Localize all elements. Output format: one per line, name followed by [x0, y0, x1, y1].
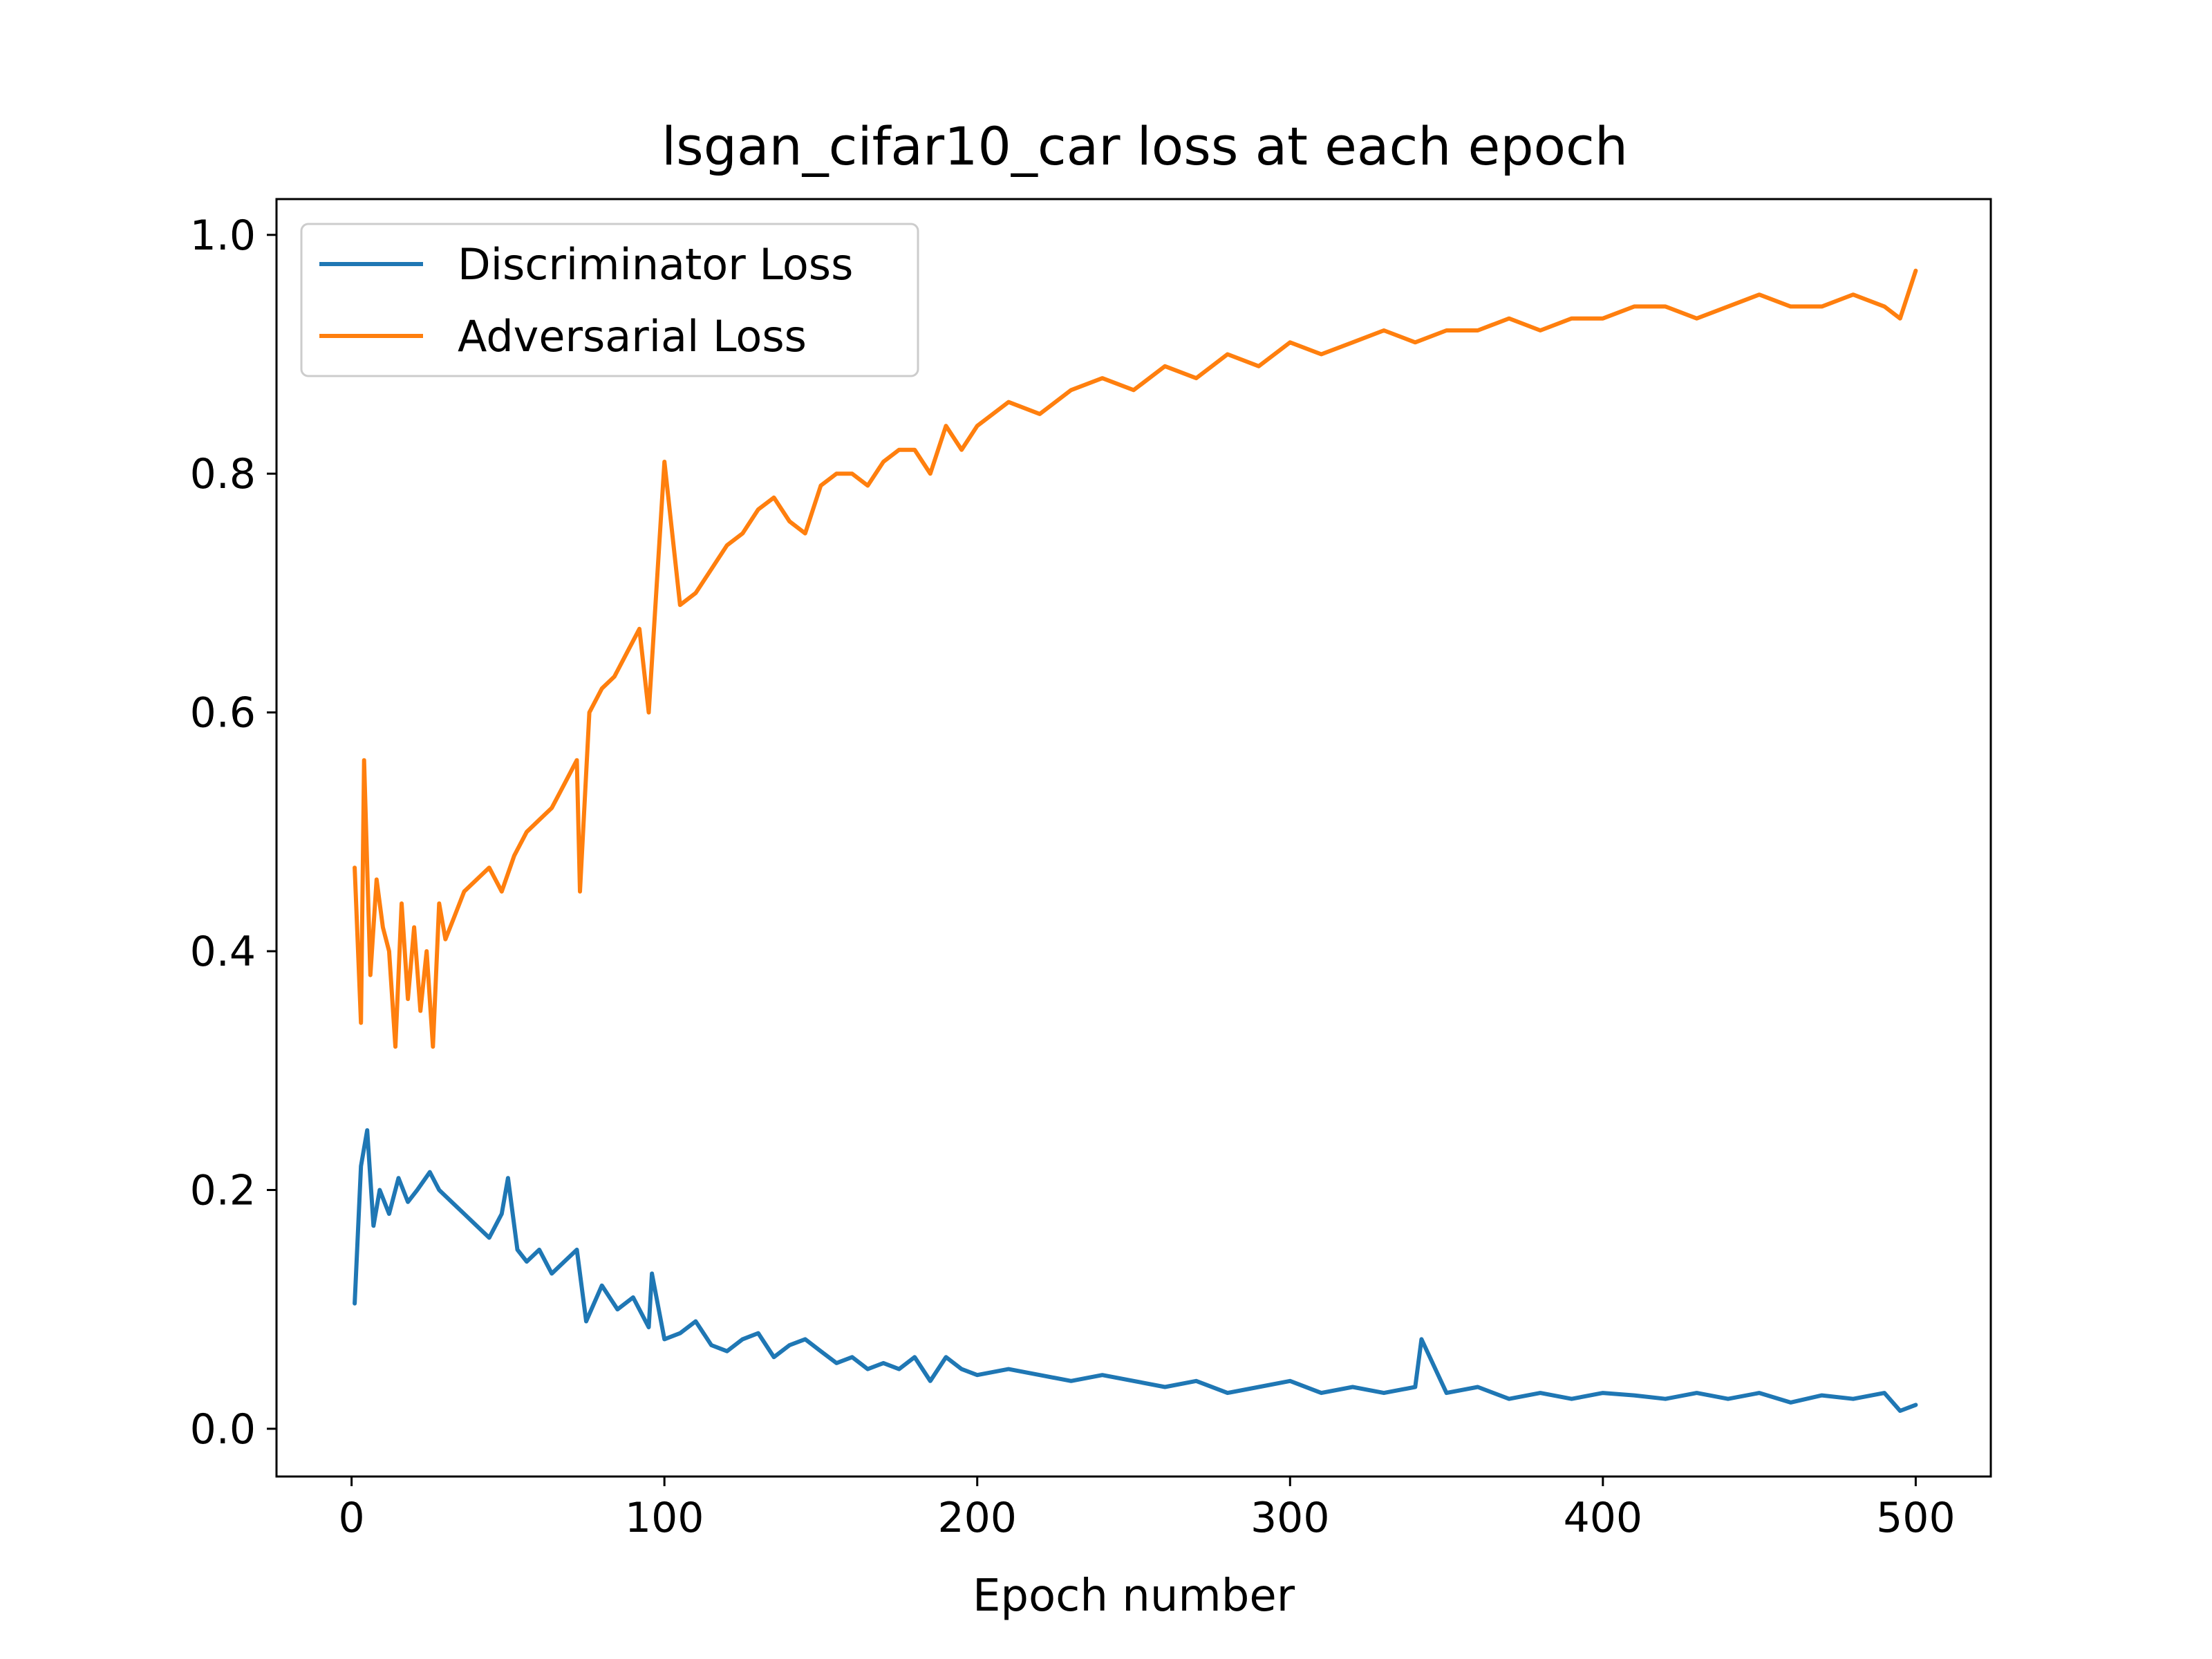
series-line-1 [353, 268, 1918, 1049]
x-tick-label: 0 [339, 1494, 365, 1542]
legend-box [300, 223, 919, 377]
legend-label-1: Adversarial Loss [458, 311, 807, 362]
x-tick-label: 500 [1876, 1494, 1956, 1542]
x-tick-label: 100 [625, 1494, 704, 1542]
y-axis: 0.0 0.2 0.4 0.6 0.8 1.0 [190, 212, 276, 1454]
x-axis: 0 100 200 300 400 500 [339, 1477, 1956, 1542]
plot-frame [275, 198, 1992, 1478]
x-tick-label: 400 [1564, 1494, 1643, 1542]
y-tick-label: 0.2 [190, 1166, 256, 1215]
series-layer [353, 268, 1918, 1413]
y-tick-label: 0.8 [190, 450, 256, 498]
legend: Discriminator Loss Adversarial Loss [300, 223, 919, 377]
x-tick-label: 200 [937, 1494, 1017, 1542]
chart-title: lsgan_cifar10_car loss at each epoch [662, 115, 1628, 177]
y-tick-label: 1.0 [190, 212, 256, 260]
series-line-0 [353, 1128, 1918, 1413]
y-tick-label: 0.4 [190, 928, 256, 976]
x-tick-label: 300 [1250, 1494, 1330, 1542]
legend-label-0: Discriminator Loss [458, 239, 853, 290]
y-tick-label: 0.6 [190, 689, 256, 738]
x-axis-label: Epoch number [973, 1571, 1295, 1622]
y-tick-label: 0.0 [190, 1405, 256, 1454]
